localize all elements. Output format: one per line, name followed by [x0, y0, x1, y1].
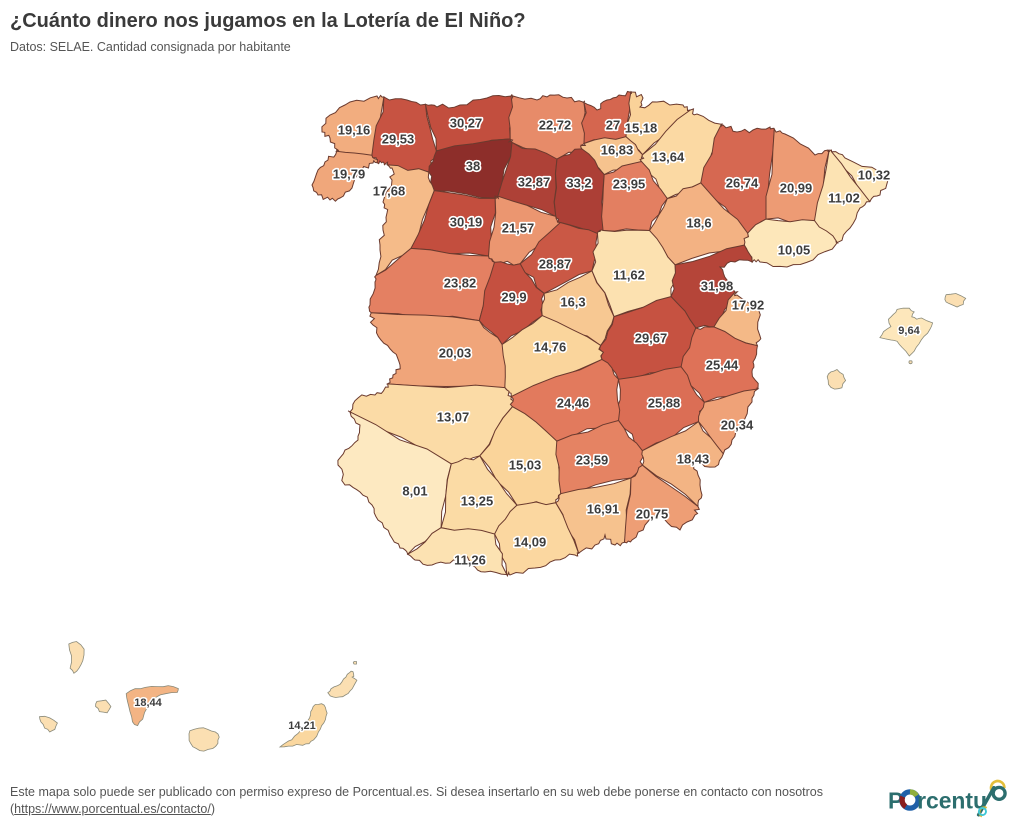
svg-text:17,92: 17,92: [732, 297, 765, 312]
svg-text:28,87: 28,87: [539, 256, 572, 271]
svg-text:19,16: 19,16: [338, 122, 371, 137]
svg-text:21,57: 21,57: [502, 220, 535, 235]
svg-text:16,3: 16,3: [560, 294, 585, 309]
svg-text:13,64: 13,64: [652, 149, 685, 164]
svg-text:18,6: 18,6: [686, 215, 711, 230]
svg-text:10,32: 10,32: [858, 167, 891, 182]
svg-text:15,18: 15,18: [625, 120, 658, 135]
svg-text:23,59: 23,59: [576, 452, 609, 467]
svg-text:23,95: 23,95: [613, 176, 646, 191]
svg-text:26,74: 26,74: [726, 175, 759, 190]
svg-text:25,44: 25,44: [706, 357, 739, 372]
svg-text:16,83: 16,83: [601, 142, 634, 157]
svg-text:16,91: 16,91: [587, 501, 620, 516]
svg-text:38: 38: [466, 158, 480, 173]
svg-text:17,68: 17,68: [373, 183, 406, 198]
svg-text:14,09: 14,09: [514, 534, 547, 549]
svg-text:27: 27: [606, 117, 620, 132]
svg-text:29,53: 29,53: [382, 131, 415, 146]
svg-text:10,05: 10,05: [778, 242, 811, 257]
svg-text:30,27: 30,27: [450, 115, 483, 130]
svg-text:29,67: 29,67: [635, 330, 668, 345]
svg-text:9,64: 9,64: [898, 325, 920, 337]
svg-text:31,98: 31,98: [701, 278, 734, 293]
svg-text:11,62: 11,62: [613, 267, 645, 282]
svg-text:18,43: 18,43: [677, 451, 710, 466]
svg-text:24,46: 24,46: [557, 395, 590, 410]
svg-text:23,82: 23,82: [444, 275, 477, 290]
svg-text:14,21: 14,21: [288, 720, 316, 732]
svg-text:25,88: 25,88: [648, 395, 681, 410]
svg-text:20,75: 20,75: [636, 506, 669, 521]
svg-text:18,44: 18,44: [134, 697, 162, 709]
svg-text:13,07: 13,07: [437, 409, 470, 424]
svg-text:30,19: 30,19: [450, 214, 483, 229]
svg-text:33,2: 33,2: [566, 175, 591, 190]
svg-text:11,02: 11,02: [828, 190, 860, 205]
svg-text:22,72: 22,72: [539, 117, 572, 132]
svg-text:19,79: 19,79: [333, 166, 366, 181]
svg-text:11,26: 11,26: [454, 552, 486, 567]
svg-text:29,9: 29,9: [501, 289, 526, 304]
svg-text:20,34: 20,34: [721, 417, 754, 432]
svg-text:32,87: 32,87: [518, 174, 551, 189]
svg-text:rcentu: rcentu: [917, 788, 987, 814]
svg-text:15,03: 15,03: [509, 457, 542, 472]
svg-text:13,25: 13,25: [461, 493, 494, 508]
svg-text:20,03: 20,03: [439, 345, 472, 360]
svg-text:14,76: 14,76: [534, 339, 567, 354]
svg-text:20,99: 20,99: [780, 180, 813, 195]
svg-text:8,01: 8,01: [402, 483, 427, 498]
